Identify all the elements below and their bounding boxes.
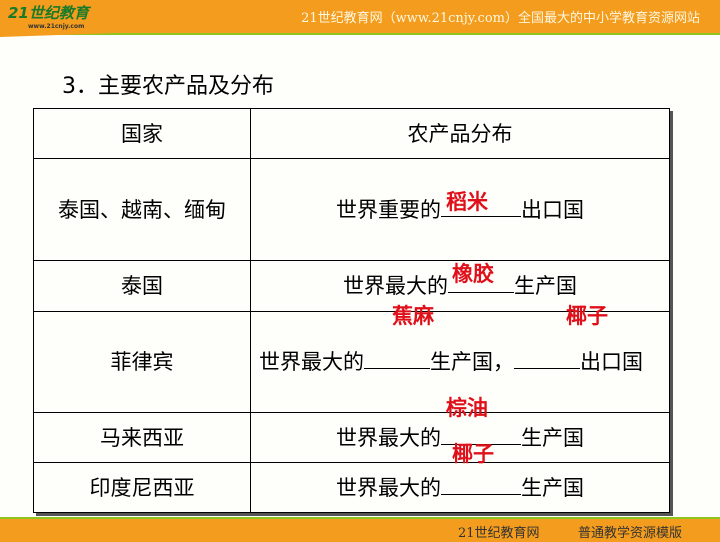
- blank: [441, 194, 521, 217]
- cell-products: 世界重要的 出口国: [250, 158, 670, 261]
- text: 出口国: [580, 350, 643, 374]
- logo-text: 21世纪教育: [8, 4, 89, 22]
- text: 生产国: [514, 274, 577, 298]
- cell-country: 泰国: [33, 260, 251, 312]
- text: 出口国: [521, 197, 584, 222]
- answer-palm-oil: 棕油: [446, 396, 488, 420]
- answer-rubber: 橡胶: [452, 262, 494, 286]
- text: 生产国: [521, 425, 584, 450]
- blank: [448, 270, 514, 293]
- cell-country: 马来西亚: [33, 412, 251, 463]
- header-products: 农产品分布: [250, 108, 670, 159]
- text: 生产国，: [430, 350, 514, 374]
- text: 世界最大的: [336, 475, 441, 500]
- cell-products: 世界最大的 生产国: [250, 260, 670, 312]
- products-table: 国家 农产品分布 泰国、越南、缅甸 世界重要的 出口国 泰国 世界最大的 生产国 菲律宾世…: [33, 108, 670, 513]
- cell-country: 泰国、越南、缅甸: [33, 158, 251, 261]
- text: 世界最大的: [259, 350, 364, 374]
- cell-country: 菲律宾: [33, 311, 251, 413]
- answer-coconut-2: 椰子: [452, 442, 494, 466]
- page-title: 3．主要农产品及分布: [62, 74, 274, 99]
- table-row: 菲律宾 世界最大的 生产国， 出口国: [33, 311, 670, 413]
- header-country: 国家: [33, 108, 251, 159]
- logo-url: www.21cnjy.com: [28, 23, 85, 30]
- footer-right: 普通教学资源模版: [578, 526, 683, 541]
- table-row: 泰国 世界最大的 生产国: [33, 260, 670, 312]
- table-row: 印度尼西亚 世界最大的 生产国: [33, 462, 670, 513]
- text: 生产国: [521, 475, 584, 500]
- footer-left: 21世纪教育网: [458, 526, 540, 541]
- answer-rice: 稻米: [446, 190, 488, 214]
- header-bar: [0, 0, 720, 35]
- cell-products: 世界最大的 生产国: [250, 412, 670, 463]
- cell-country: 印度尼西亚: [33, 462, 251, 513]
- table-header: 国家 农产品分布: [33, 108, 670, 159]
- answer-coconut: 椰子: [566, 304, 608, 328]
- blank: [441, 422, 521, 445]
- blank: [364, 346, 430, 369]
- text: 世界最大的: [343, 274, 448, 298]
- blank: [514, 346, 580, 369]
- logo: 21世纪教育 www.21cnjy.com: [8, 2, 89, 30]
- cell-products: 世界最大的 生产国， 出口国: [250, 311, 670, 413]
- site-slogan: 21世纪教育网（www.21cnjy.com）全国最大的中小学教育资源网站: [301, 11, 700, 26]
- table-row: 泰国、越南、缅甸 世界重要的 出口国: [33, 158, 670, 261]
- footer-bar: 21世纪教育网 普通教学资源模版: [0, 517, 720, 542]
- table-row: 马来西亚 世界最大的 生产国: [33, 412, 670, 463]
- cell-products: 世界最大的 生产国: [250, 462, 670, 513]
- blank: [441, 472, 521, 495]
- header-tab: [0, 0, 110, 37]
- answer-abaca: 蕉麻: [392, 304, 434, 328]
- text: 世界重要的: [336, 197, 441, 222]
- text: 世界最大的: [336, 425, 441, 450]
